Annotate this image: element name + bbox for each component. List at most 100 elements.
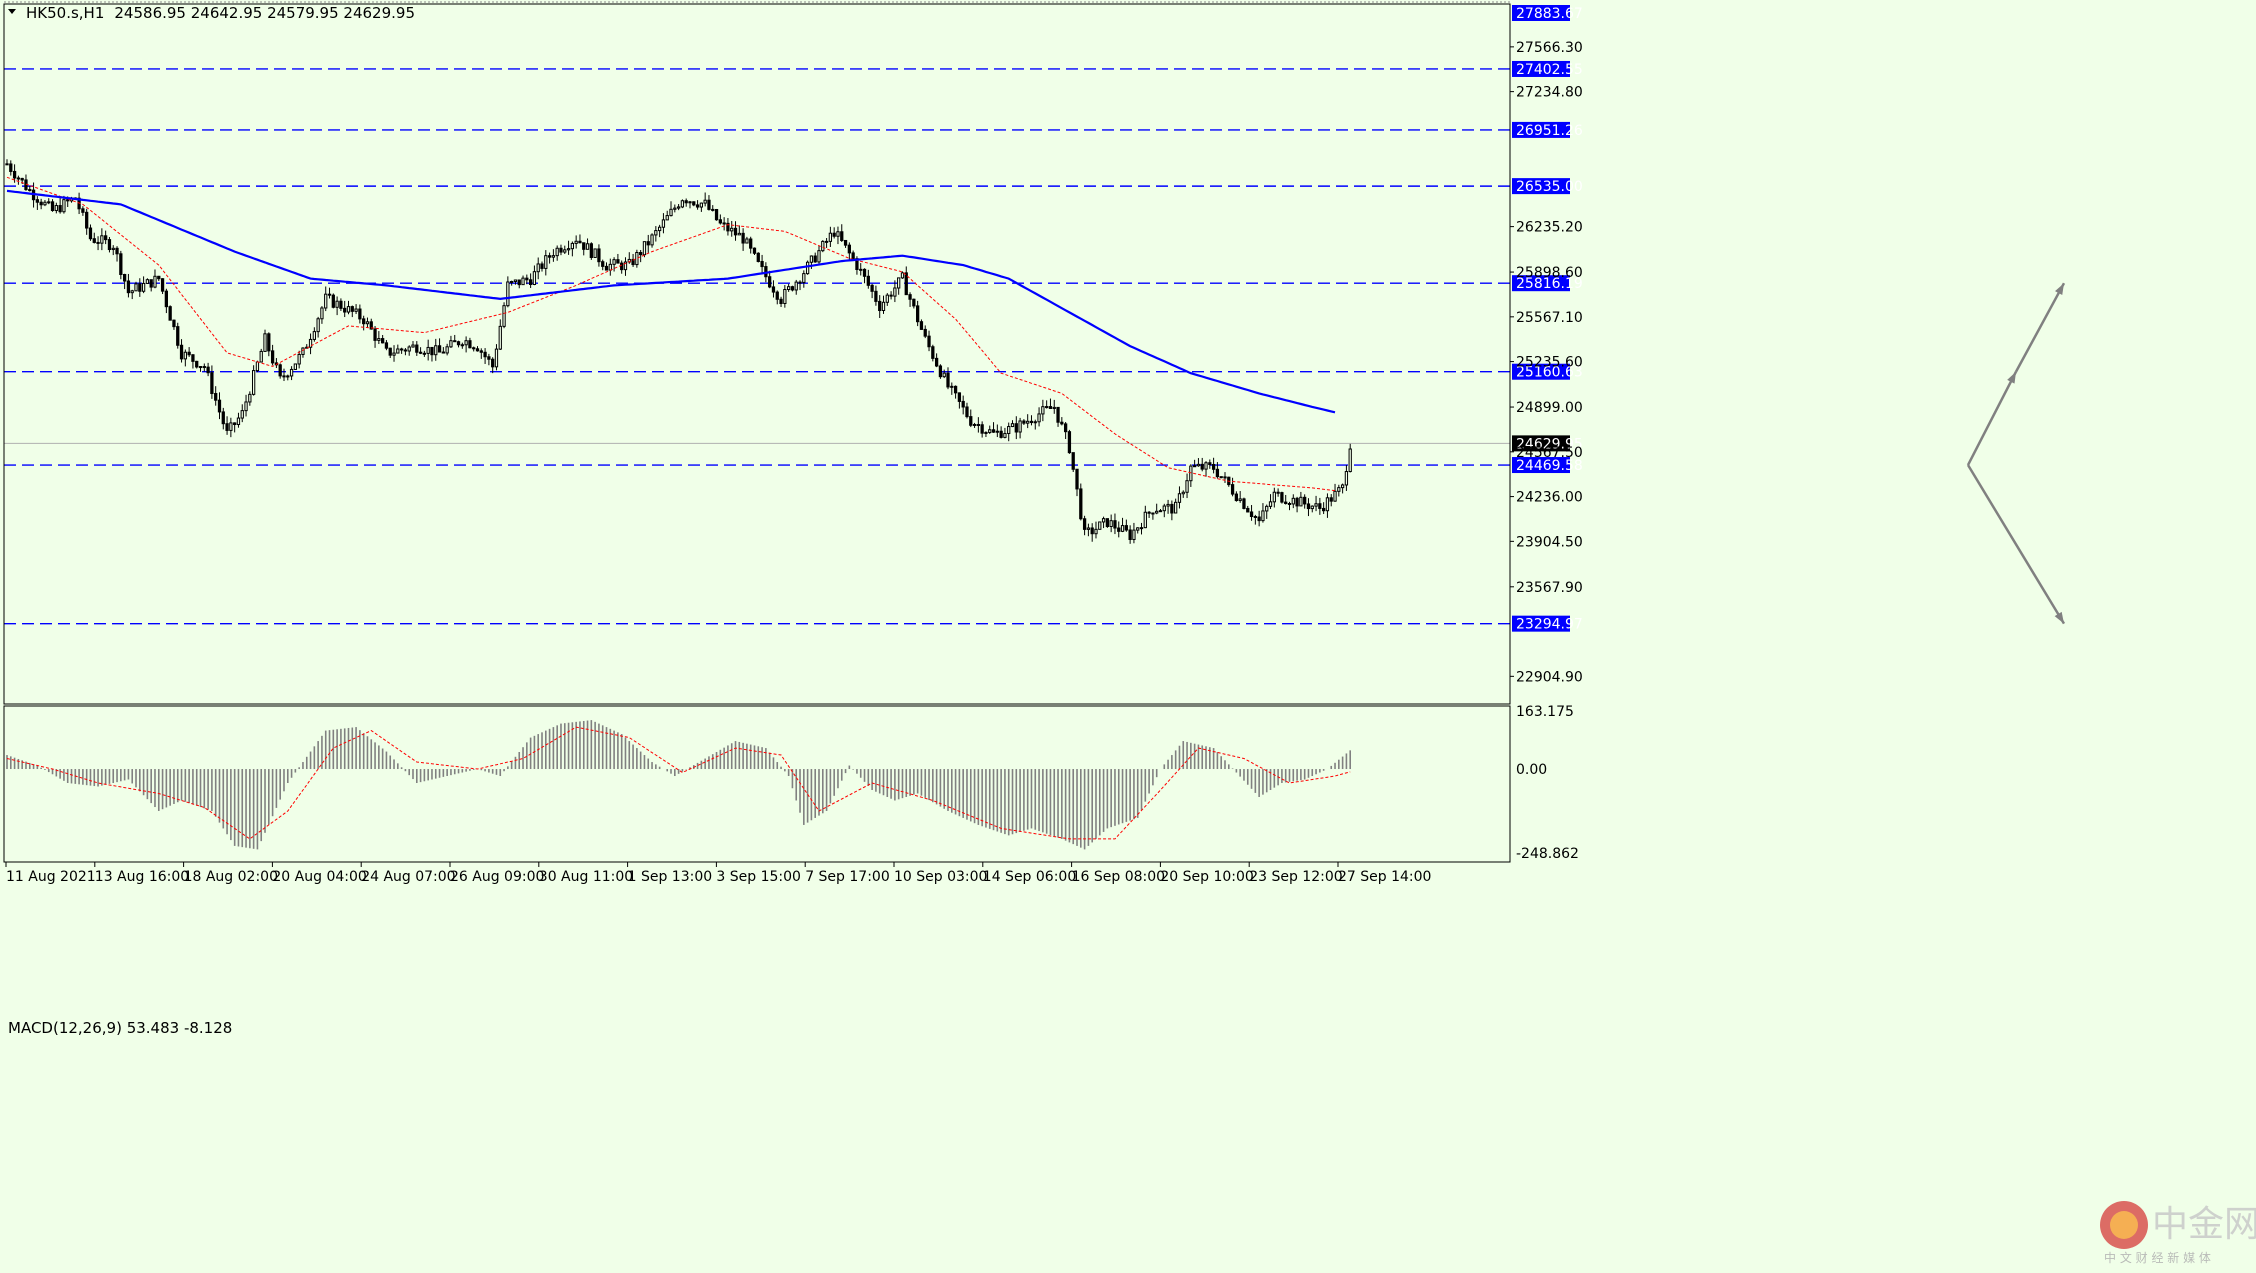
candle[interactable]: [346, 300, 351, 315]
candle[interactable]: [1299, 491, 1303, 507]
candle[interactable]: [153, 269, 157, 289]
candle[interactable]: [263, 329, 267, 352]
candle[interactable]: [460, 342, 464, 349]
candle[interactable]: [1318, 497, 1322, 515]
candle[interactable]: [1071, 452, 1075, 473]
candle[interactable]: [115, 246, 119, 262]
candle[interactable]: [475, 346, 480, 352]
candle[interactable]: [168, 305, 172, 321]
candle[interactable]: [286, 374, 290, 381]
candle[interactable]: [339, 298, 343, 311]
candle[interactable]: [851, 250, 855, 260]
candle[interactable]: [768, 270, 772, 289]
candle[interactable]: [198, 366, 203, 372]
candle[interactable]: [1322, 502, 1326, 515]
candle[interactable]: [1287, 501, 1292, 511]
candle[interactable]: [749, 236, 753, 254]
candle[interactable]: [28, 185, 32, 192]
candle[interactable]: [555, 245, 559, 261]
candle[interactable]: [491, 357, 495, 374]
candle[interactable]: [1048, 398, 1053, 409]
candle[interactable]: [316, 316, 320, 338]
candle[interactable]: [464, 336, 468, 353]
candle[interactable]: [240, 404, 244, 423]
candle[interactable]: [214, 386, 218, 406]
candle[interactable]: [589, 242, 593, 260]
projection-arrow-up-1[interactable]: [1966, 371, 2018, 466]
candle[interactable]: [54, 202, 58, 214]
candle[interactable]: [847, 242, 851, 260]
candle[interactable]: [752, 247, 757, 255]
candle[interactable]: [111, 245, 115, 256]
candle[interactable]: [472, 346, 476, 352]
candle[interactable]: [172, 319, 176, 330]
candle[interactable]: [578, 234, 582, 244]
candle[interactable]: [126, 273, 131, 298]
candle[interactable]: [107, 236, 112, 253]
candle[interactable]: [597, 244, 601, 267]
candle[interactable]: [866, 269, 870, 289]
candle[interactable]: [570, 241, 574, 257]
candle[interactable]: [358, 304, 362, 324]
candle[interactable]: [1143, 505, 1147, 529]
candle[interactable]: [396, 344, 400, 354]
candle[interactable]: [244, 394, 248, 417]
candle[interactable]: [138, 278, 142, 297]
candle[interactable]: [563, 245, 567, 255]
candle[interactable]: [1022, 419, 1026, 425]
candle[interactable]: [714, 208, 719, 221]
candle[interactable]: [251, 365, 256, 396]
candle[interactable]: [5, 159, 9, 166]
candle[interactable]: [289, 366, 294, 381]
candle[interactable]: [1333, 483, 1337, 502]
candle[interactable]: [1098, 521, 1102, 530]
candle[interactable]: [650, 233, 654, 248]
candle[interactable]: [688, 200, 692, 209]
candle[interactable]: [946, 367, 950, 390]
candle[interactable]: [897, 277, 901, 295]
candle[interactable]: [601, 259, 605, 271]
candle[interactable]: [407, 345, 411, 356]
candle[interactable]: [798, 280, 802, 291]
candle[interactable]: [88, 224, 93, 241]
candle[interactable]: [1075, 468, 1079, 497]
candle[interactable]: [456, 340, 461, 348]
candle[interactable]: [532, 265, 537, 286]
candle[interactable]: [1014, 416, 1018, 440]
candle[interactable]: [1079, 483, 1083, 521]
candle[interactable]: [9, 160, 13, 176]
candle[interactable]: [1105, 518, 1110, 528]
candle[interactable]: [47, 198, 51, 205]
candle[interactable]: [399, 347, 404, 354]
candle[interactable]: [1329, 494, 1333, 507]
candle[interactable]: [912, 298, 916, 309]
candle[interactable]: [449, 335, 453, 348]
candle[interactable]: [100, 228, 104, 251]
candle[interactable]: [699, 202, 704, 212]
candle[interactable]: [1003, 427, 1007, 439]
candle[interactable]: [961, 395, 965, 415]
candle[interactable]: [343, 300, 347, 318]
candle[interactable]: [1344, 465, 1349, 491]
candle[interactable]: [191, 354, 195, 369]
candle[interactable]: [426, 339, 430, 361]
candle[interactable]: [1268, 494, 1273, 510]
candle[interactable]: [506, 276, 510, 308]
candle[interactable]: [233, 422, 237, 433]
candle[interactable]: [931, 344, 935, 362]
candle[interactable]: [403, 348, 408, 356]
candle[interactable]: [434, 338, 438, 361]
candle[interactable]: [62, 195, 66, 214]
candle[interactable]: [862, 268, 867, 284]
candle[interactable]: [362, 315, 366, 331]
candle[interactable]: [388, 347, 392, 359]
candle[interactable]: [96, 236, 100, 251]
candle[interactable]: [870, 283, 874, 299]
candle[interactable]: [991, 422, 996, 433]
candle[interactable]: [1208, 459, 1212, 469]
candle[interactable]: [134, 281, 138, 292]
candle[interactable]: [183, 349, 187, 367]
candle[interactable]: [392, 345, 396, 362]
candle[interactable]: [1128, 525, 1132, 544]
